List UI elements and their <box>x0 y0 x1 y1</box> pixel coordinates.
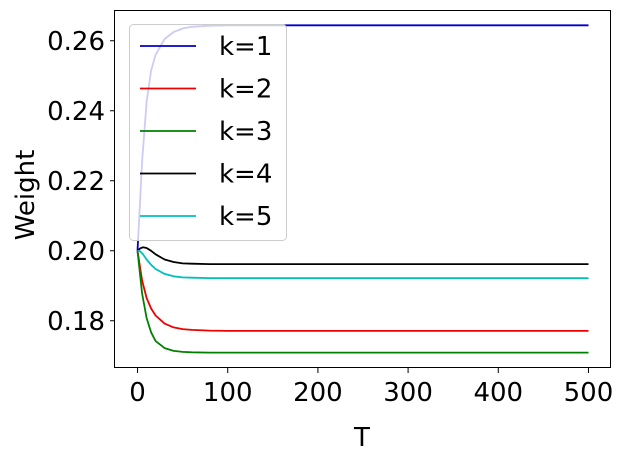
y-tick-label: 0.20 <box>47 237 105 267</box>
x-tick-label: 500 <box>564 378 614 408</box>
legend-label-5: k=5 <box>219 202 272 232</box>
series-line-3 <box>136 250 589 354</box>
legend-label-2: k=2 <box>219 75 272 105</box>
series-line-2 <box>136 250 589 332</box>
legend-box <box>129 24 287 241</box>
y-axis-label: Weight <box>11 150 41 241</box>
plot-frame <box>114 10 611 368</box>
y-tick-label: 0.24 <box>47 97 105 127</box>
y-tick-label: 0.26 <box>47 27 105 57</box>
legend-label-1: k=1 <box>219 32 272 62</box>
x-axis-label: T <box>353 423 370 453</box>
legend-label-3: k=3 <box>219 117 272 147</box>
legend: k=1 k=2 k=3 k=4 k=5 <box>129 24 287 241</box>
legend-items: k=1 k=2 k=3 k=4 k=5 <box>140 32 272 232</box>
x-tick-label: 0 <box>129 378 146 408</box>
y-tick-label: 0.18 <box>47 307 105 337</box>
series-line-5 <box>137 249 589 280</box>
x-tick-label: 200 <box>293 378 343 408</box>
x-tick-label: 300 <box>383 378 433 408</box>
x-axis: 0 100 200 300 400 500 <box>129 368 613 408</box>
series-line-4 <box>136 246 589 266</box>
y-axis: 0.18 0.20 0.22 0.24 0.26 <box>47 27 115 337</box>
legend-label-4: k=4 <box>219 160 272 190</box>
x-tick-label: 400 <box>473 378 523 408</box>
x-tick-label: 100 <box>203 378 253 408</box>
y-tick-label: 0.22 <box>47 167 105 197</box>
